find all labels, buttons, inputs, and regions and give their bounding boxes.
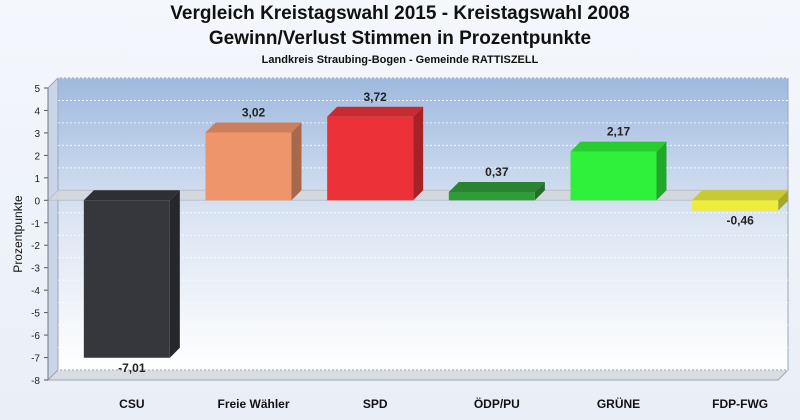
- x-tick-label: SPD: [363, 397, 388, 411]
- bar-side: [413, 106, 424, 201]
- data-label: 0,37: [485, 165, 509, 179]
- bar: [692, 200, 779, 211]
- data-label: 2,17: [607, 125, 631, 139]
- y-tick-label: 1: [34, 174, 40, 185]
- data-label: -7,01: [118, 361, 146, 375]
- bar: [83, 200, 170, 358]
- bar-side: [534, 181, 545, 201]
- plot-left-wall: [47, 76, 59, 382]
- bar-side: [778, 190, 789, 211]
- y-tick-label: -8: [31, 376, 40, 387]
- bar-top: [205, 122, 302, 133]
- bar: [570, 151, 657, 201]
- y-tick-label: 2: [34, 151, 40, 162]
- y-tick-label: 4: [34, 106, 40, 117]
- y-tick-label: -7: [31, 354, 40, 365]
- bar-top: [692, 190, 789, 201]
- y-tick-label: -2: [31, 241, 40, 252]
- y-tick-label: -3: [31, 264, 40, 275]
- data-label: 3,72: [363, 90, 387, 104]
- y-tick-label: -1: [31, 219, 40, 230]
- bar-top: [570, 141, 667, 152]
- data-label: 3,02: [242, 105, 266, 119]
- x-tick-label: ÖDP/PU: [474, 396, 520, 411]
- chart-title: Vergleich Kreistagswahl 2015 - Kreistags…: [170, 3, 630, 24]
- x-tick-label: Freie Wähler: [217, 397, 289, 411]
- bar-top: [448, 181, 545, 192]
- y-tick-label: -5: [31, 309, 40, 320]
- chart-region-subtitle: Landkreis Straubing-Bogen - Gemeinde RAT…: [261, 54, 539, 66]
- y-tick-label: 0: [34, 196, 40, 207]
- y-tick-label: -6: [31, 331, 40, 342]
- y-tick-label: 3: [34, 129, 40, 140]
- bar-top: [327, 106, 424, 117]
- bar-side: [169, 190, 180, 358]
- data-label: -0,46: [726, 214, 754, 228]
- bar-side: [656, 141, 667, 201]
- bar: [205, 132, 292, 201]
- bar: [448, 191, 535, 201]
- bar-side: [291, 122, 302, 201]
- y-tick-label: -4: [31, 286, 40, 297]
- bar: [327, 116, 414, 201]
- y-axis-title: Prozentpunkte: [11, 195, 25, 273]
- bar-top: [83, 190, 180, 201]
- chart-subtitle: Gewinn/Verlust Stimmen in Prozentpunkte: [208, 28, 592, 49]
- plot-floor: [46, 369, 790, 381]
- x-tick-label: FDP-FWG: [712, 397, 768, 411]
- x-tick-label: CSU: [119, 397, 144, 411]
- x-tick-label: GRÜNE: [597, 396, 640, 411]
- y-tick-label: 5: [34, 84, 40, 95]
